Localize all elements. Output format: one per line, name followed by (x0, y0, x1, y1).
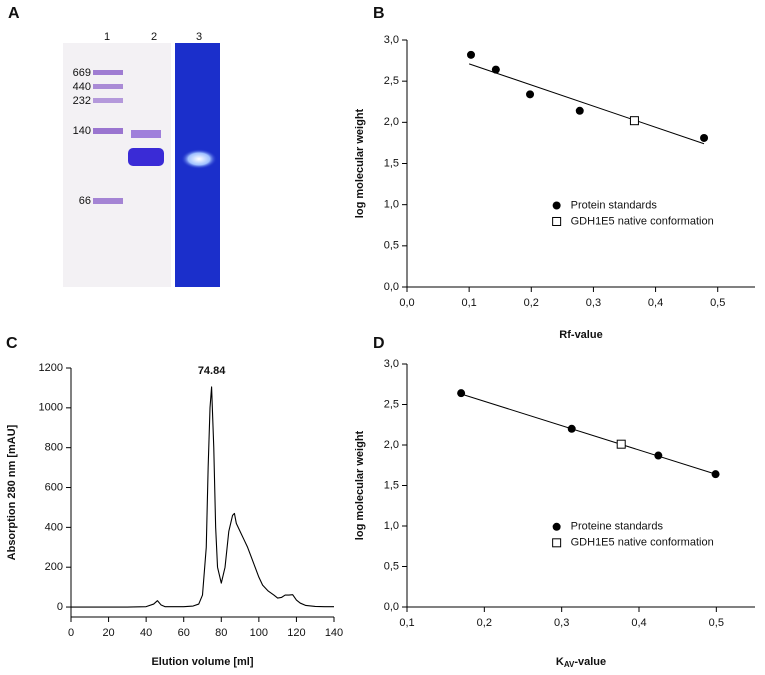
point (700, 133, 709, 142)
point (711, 470, 720, 479)
x-tick-label: 0,4 (631, 617, 646, 629)
marker-bands (93, 70, 123, 204)
panel-label: B (373, 5, 385, 22)
x-axis-label: KAV-value (556, 656, 606, 669)
fit-line (468, 63, 705, 145)
y-tick-label: 2,5 (384, 398, 399, 410)
y-tick-label: 1,5 (384, 479, 399, 491)
x-axis-label-rest: -value (574, 656, 606, 668)
legend-label: Protein standards (571, 199, 658, 211)
x-tick-label: 0,3 (554, 617, 569, 629)
panel-label: D (373, 335, 385, 352)
marker-label: 669 (73, 67, 91, 79)
point (575, 106, 584, 115)
point (567, 424, 576, 433)
point (616, 439, 626, 449)
band (181, 149, 217, 169)
fit-line (460, 393, 716, 475)
y-tick-label: 0,0 (384, 281, 399, 293)
legend-marker (552, 216, 562, 226)
y-tick-label: 2,5 (384, 75, 399, 87)
y-axis-label: Absorption 280 nm [mAU] (6, 424, 18, 560)
y-tick-label: 2,0 (384, 116, 399, 128)
x-tick-label: 40 (140, 627, 152, 639)
point (526, 90, 535, 99)
y-tick-label: 1,0 (384, 520, 399, 532)
x-tick-label: 60 (178, 627, 190, 639)
lane-label: 3 (196, 31, 202, 43)
marker-label: 440 (73, 81, 91, 93)
legend-label: Proteine standards (571, 521, 664, 533)
band (128, 148, 164, 166)
y-tick-label: 1,0 (384, 199, 399, 211)
x-tick-label: 0,0 (399, 297, 414, 309)
y-tick-label: 400 (45, 521, 63, 533)
x-tick-label: 20 (102, 627, 114, 639)
x-tick-label: 80 (215, 627, 227, 639)
y-tick-label: 0 (57, 601, 63, 613)
y-axis-label: log molecular weight (354, 108, 366, 218)
y-tick-label: 0,5 (384, 560, 399, 572)
marker-label: 66 (79, 195, 91, 207)
y-tick-label: 1,5 (384, 157, 399, 169)
x-axis-label-main: K (556, 656, 564, 668)
y-tick-label: 1200 (39, 362, 63, 374)
y-tick-label: 800 (45, 442, 63, 454)
annotation: 74.84 (198, 365, 226, 377)
point (467, 50, 476, 59)
x-tick-label: 0,3 (586, 297, 601, 309)
point (654, 451, 663, 460)
x-axis-label: Elution volume [ml] (151, 656, 253, 668)
band (131, 130, 161, 138)
panel-label: C (6, 335, 18, 352)
gel-panel: A 1 2 3 669 440 232 140 66 (8, 5, 220, 287)
y-tick-label: 3,0 (384, 358, 399, 370)
line (71, 386, 334, 608)
marker-label: 140 (73, 125, 91, 137)
legend-label: GDH1E5 native conformation (571, 215, 714, 227)
x-axis-label: Rf-value (559, 329, 602, 341)
legend-label: GDH1E5 native conformation (571, 537, 714, 549)
x-tick-label: 120 (287, 627, 305, 639)
x-tick-label: 0 (68, 627, 74, 639)
x-tick-label: 140 (325, 627, 343, 639)
x-tick-label: 0,1 (399, 617, 414, 629)
y-tick-label: 0,0 (384, 601, 399, 613)
marker-label: 232 (73, 95, 91, 107)
lane-label: 1 (104, 31, 110, 43)
x-tick-label: 0,1 (461, 297, 476, 309)
lane-label: 2 (151, 31, 157, 43)
x-tick-label: 0,2 (524, 297, 539, 309)
y-tick-label: 1000 (39, 402, 63, 414)
y-tick-label: 2,0 (384, 439, 399, 451)
x-tick-label: 0,4 (648, 297, 663, 309)
panel-label: A (8, 5, 20, 22)
x-tick-label: 0,2 (477, 617, 492, 629)
x-axis-label-sub: AV (564, 660, 575, 669)
x-tick-label: 0,5 (709, 617, 724, 629)
x-tick-label: 0,5 (710, 297, 725, 309)
legend-marker (552, 201, 561, 210)
point (491, 65, 500, 74)
y-tick-label: 3,0 (384, 34, 399, 46)
legend-marker (552, 538, 562, 548)
y-tick-label: 600 (45, 481, 63, 493)
y-axis-label: log molecular weight (354, 430, 366, 540)
y-tick-label: 0,5 (384, 240, 399, 252)
legend-marker (552, 522, 561, 531)
point (457, 389, 466, 398)
y-tick-label: 200 (45, 561, 63, 573)
point (629, 116, 639, 126)
x-tick-label: 100 (250, 627, 268, 639)
